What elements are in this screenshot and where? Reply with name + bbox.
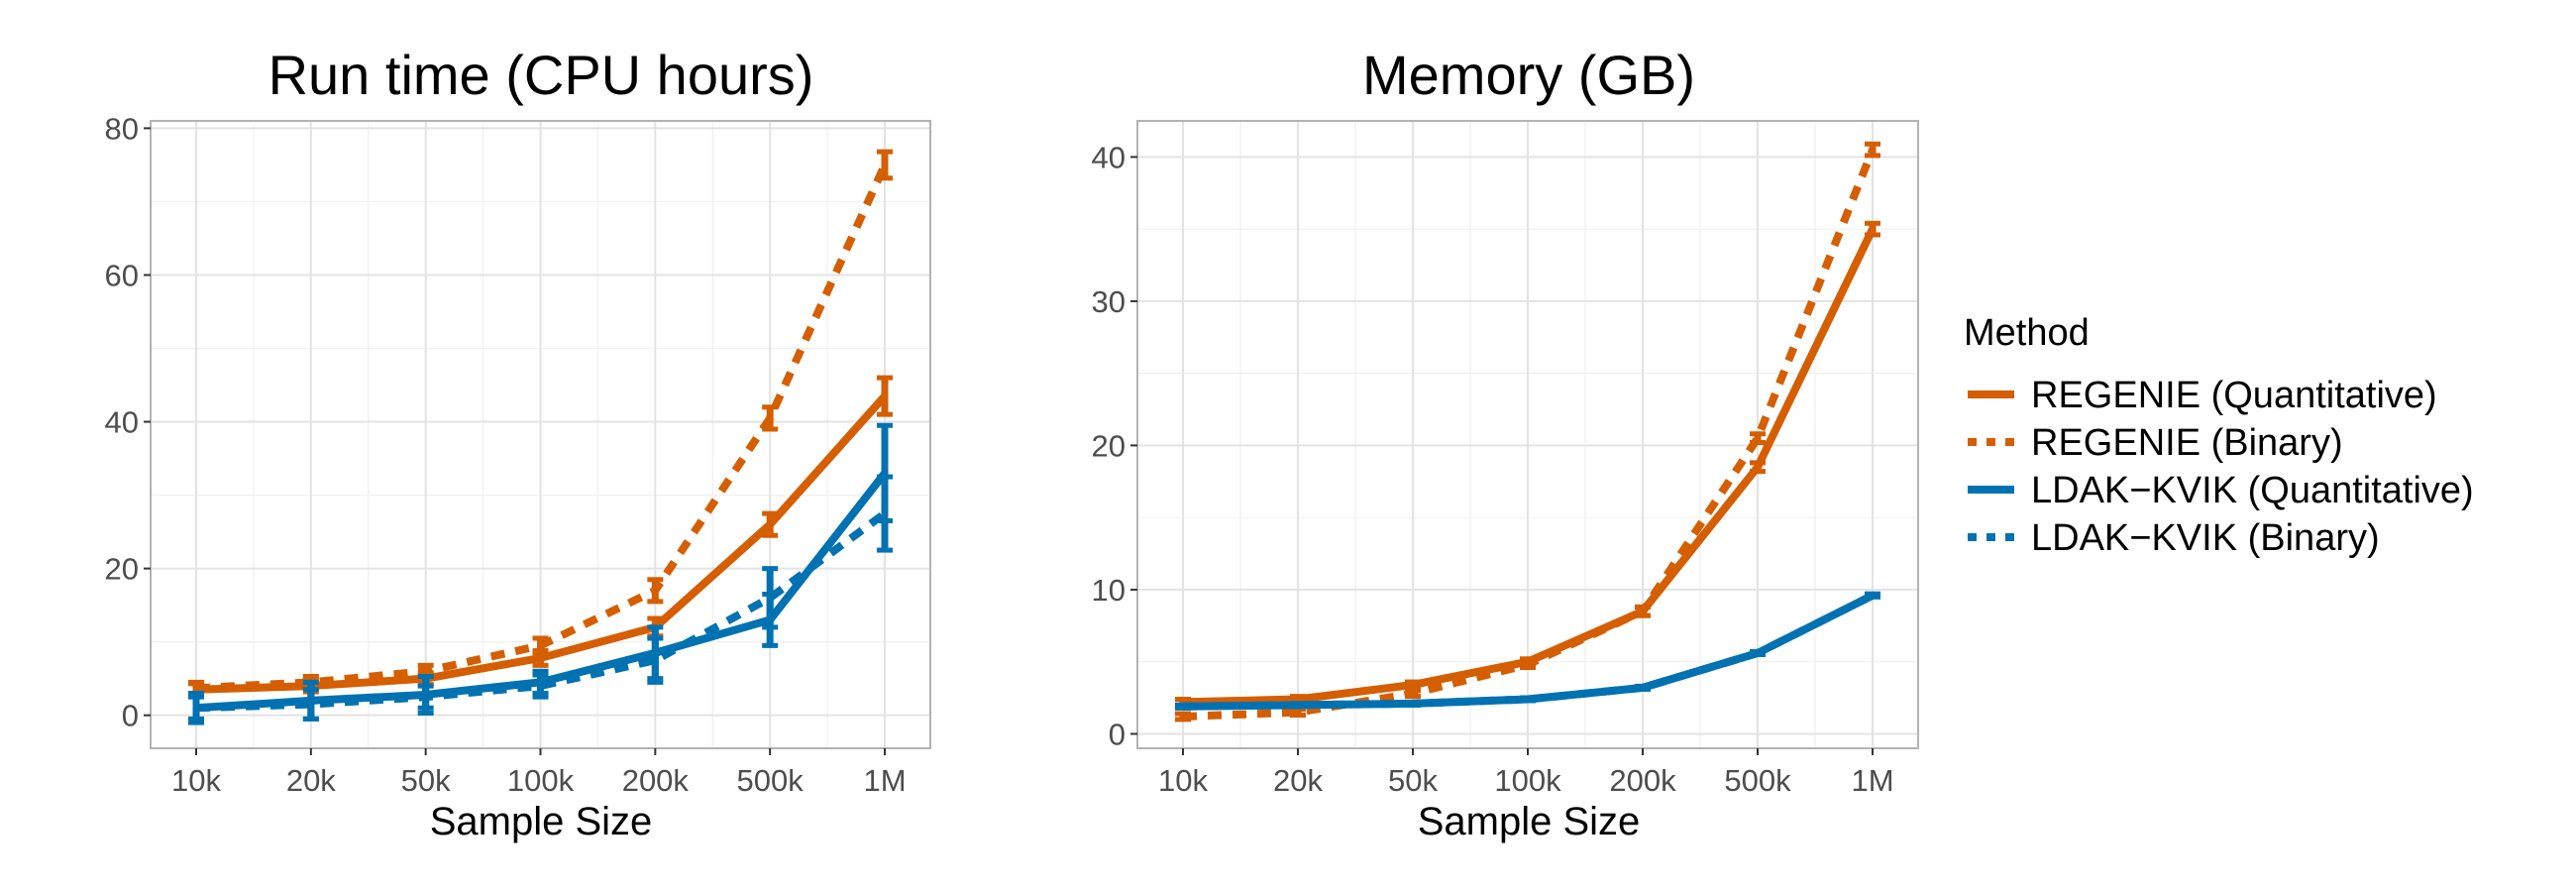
data-layer — [1175, 141, 1880, 723]
x-tick-label: 1M — [1851, 763, 1893, 798]
x-tick-label: 50k — [1388, 763, 1438, 798]
memory-panel: Memory (GB) 0 10 20 30 40 10k 20k 50k 100k 200k 5… — [1092, 44, 1919, 843]
x-axis-label: Sample Size — [1418, 800, 1641, 843]
legend-items: REGENIE (Quantitative) REGENIE (Binary) LD… — [1968, 375, 2474, 559]
x-ticks: 10k 20k 50k 100k 200k 500k 1M — [1158, 748, 1894, 798]
x-tick-label: 500k — [1724, 763, 1791, 798]
y-ticks: 0 10 20 30 40 — [1092, 140, 1137, 751]
grid — [1137, 121, 1918, 748]
x-tick-label: 500k — [737, 763, 805, 798]
grid — [151, 121, 930, 748]
x-ticks: 10k 20k 50k 100k 200k 500k 1M — [171, 748, 907, 798]
series-line — [1182, 592, 1875, 711]
x-tick-label: 10k — [171, 763, 221, 798]
x-tick-label: 200k — [622, 763, 690, 798]
series-line — [195, 163, 889, 693]
y-ticks: 0 20 40 60 80 — [105, 111, 151, 733]
x-tick-label: 20k — [286, 763, 336, 798]
x-tick-label: 100k — [1494, 763, 1561, 798]
legend: Method REGENIE (Quantitative) REGENIE (Bi… — [1964, 312, 2474, 559]
y-tick-label: 40 — [1092, 140, 1126, 174]
data-layer — [188, 149, 893, 725]
legend-title: Method — [1964, 312, 2090, 354]
x-axis-label: Sample Size — [430, 800, 653, 843]
legend-label: REGENIE (Binary) — [2031, 422, 2343, 464]
chart-title: Run time (CPU hours) — [268, 44, 814, 106]
series — [1175, 591, 1880, 711]
runtime-panel: Run time (CPU hours) 0 20 40 60 80 10k 20k 50k… — [105, 44, 931, 843]
x-tick-label: 20k — [1273, 763, 1323, 798]
series — [188, 474, 893, 722]
legend-label: REGENIE (Quantitative) — [2031, 375, 2437, 416]
legend-label: LDAK−KVIK (Quantitative) — [2031, 470, 2474, 511]
x-tick-label: 10k — [1158, 763, 1208, 798]
series-line — [1182, 148, 1877, 721]
chart-title: Memory (GB) — [1362, 44, 1695, 106]
y-tick-label: 20 — [105, 552, 139, 587]
y-tick-label: 10 — [1092, 573, 1126, 608]
y-tick-label: 80 — [105, 111, 139, 146]
y-tick-label: 30 — [1092, 284, 1126, 319]
legend-label: LDAK−KVIK (Binary) — [2031, 517, 2380, 559]
y-tick-label: 0 — [122, 699, 139, 733]
x-tick-label: 100k — [507, 763, 575, 798]
y-tick-label: 0 — [1109, 717, 1126, 751]
legend-item: REGENIE (Quantitative) — [1968, 375, 2437, 416]
legend-item: LDAK−KVIK (Binary) — [1968, 517, 2380, 559]
y-tick-label: 40 — [105, 405, 139, 440]
y-tick-label: 60 — [105, 258, 139, 292]
x-tick-label: 1M — [863, 763, 906, 798]
y-tick-label: 20 — [1092, 428, 1126, 463]
x-tick-label: 200k — [1609, 763, 1676, 798]
x-tick-label: 50k — [401, 763, 451, 798]
legend-item: REGENIE (Binary) — [1968, 422, 2343, 464]
series — [1175, 141, 1880, 723]
legend-item: LDAK−KVIK (Quantitative) — [1968, 470, 2474, 511]
